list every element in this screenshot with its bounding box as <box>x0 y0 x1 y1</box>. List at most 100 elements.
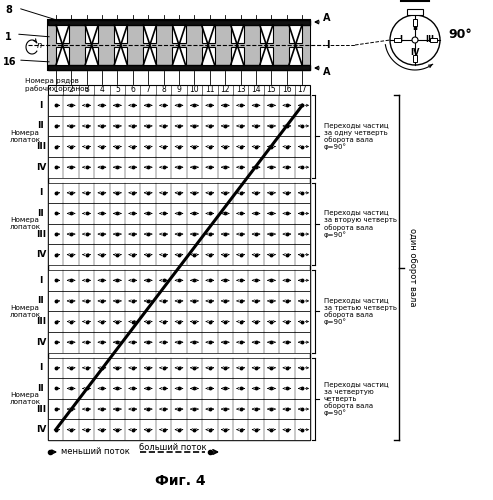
Text: 4: 4 <box>100 86 105 94</box>
Bar <box>114 47 127 65</box>
Text: II: II <box>37 122 44 130</box>
Text: Номера
лопаток: Номера лопаток <box>9 130 40 143</box>
Text: за вторую четверть: за вторую четверть <box>324 217 397 223</box>
Text: III: III <box>36 404 46 413</box>
Text: четверть: четверть <box>324 396 357 402</box>
Text: оборота вала: оборота вала <box>324 312 373 318</box>
Text: 90°: 90° <box>448 28 472 42</box>
Bar <box>393 38 400 42</box>
Text: Номера рядов
рабочих органов: Номера рядов рабочих органов <box>25 78 89 92</box>
Bar <box>85 47 98 65</box>
Text: φ=90°: φ=90° <box>324 410 347 416</box>
Text: 1: 1 <box>53 86 58 94</box>
Bar <box>48 182 310 203</box>
Text: за четвертую: за четвертую <box>324 389 374 395</box>
Text: III: III <box>36 317 46 326</box>
Text: больший поток: больший поток <box>139 442 206 452</box>
Bar <box>173 25 185 43</box>
Text: I: I <box>399 36 402 44</box>
Text: 12: 12 <box>220 86 230 94</box>
Text: 6: 6 <box>130 86 135 94</box>
Text: Переходы частиц: Переходы частиц <box>324 122 388 128</box>
Text: IV: IV <box>36 162 46 172</box>
Text: Номера
лопаток: Номера лопаток <box>9 217 40 230</box>
Text: 16: 16 <box>282 86 292 94</box>
Text: II: II <box>37 296 44 306</box>
Text: 11: 11 <box>205 86 214 94</box>
Text: I: I <box>39 101 43 110</box>
Text: III: III <box>36 230 46 238</box>
Bar <box>413 18 417 26</box>
Bar <box>48 399 310 419</box>
Text: 10: 10 <box>190 86 199 94</box>
Bar <box>48 290 310 311</box>
Bar <box>48 332 310 352</box>
Bar <box>48 224 310 244</box>
Bar <box>114 25 127 43</box>
Text: 5: 5 <box>115 86 120 94</box>
Text: φ=90°: φ=90° <box>324 318 347 325</box>
Bar <box>413 54 417 62</box>
Text: 13: 13 <box>236 86 246 94</box>
Text: A: A <box>323 13 330 23</box>
Text: оборота вала: оборота вала <box>324 136 373 143</box>
Text: меньший поток: меньший поток <box>61 448 130 456</box>
Bar <box>407 9 423 15</box>
Text: 8: 8 <box>5 5 12 15</box>
Bar <box>48 136 310 157</box>
Bar <box>48 311 310 332</box>
Text: оборота вала: оборота вала <box>324 402 373 409</box>
Text: 9: 9 <box>176 86 181 94</box>
Text: IV: IV <box>410 48 420 57</box>
Bar <box>48 116 310 136</box>
Text: Фиг. 4: Фиг. 4 <box>155 474 205 488</box>
Text: A: A <box>323 67 330 77</box>
Text: 16: 16 <box>3 57 16 67</box>
Bar <box>143 47 156 65</box>
Text: 3: 3 <box>84 86 89 94</box>
Text: I: I <box>39 188 43 198</box>
Bar <box>48 378 310 399</box>
Bar <box>260 25 273 43</box>
Text: за одну четверть: за одну четверть <box>324 130 388 136</box>
Text: 17: 17 <box>297 86 307 94</box>
Text: I: I <box>39 364 43 372</box>
Text: 2: 2 <box>69 86 73 94</box>
Text: оборота вала: оборота вала <box>324 224 373 230</box>
Text: III: III <box>36 142 46 151</box>
Text: 7: 7 <box>146 86 151 94</box>
Text: n: n <box>36 40 41 50</box>
Bar <box>48 358 310 378</box>
Text: II: II <box>37 209 44 218</box>
Text: 14: 14 <box>251 86 261 94</box>
Text: φ=90°: φ=90° <box>324 144 347 150</box>
Bar <box>289 25 302 43</box>
Text: II: II <box>412 23 418 32</box>
Text: 15: 15 <box>267 86 276 94</box>
Bar <box>429 38 436 42</box>
Text: Номера
лопаток: Номера лопаток <box>9 392 40 405</box>
Text: 1: 1 <box>5 32 12 42</box>
Text: Переходы частиц: Переходы частиц <box>324 382 388 388</box>
Bar <box>56 47 69 65</box>
Text: I: I <box>39 276 43 285</box>
Bar <box>48 95 310 440</box>
Bar <box>48 20 310 25</box>
Text: IV: IV <box>36 338 46 346</box>
Bar <box>48 270 310 290</box>
Text: 8: 8 <box>161 86 166 94</box>
Bar <box>48 244 310 265</box>
Bar <box>202 25 214 43</box>
Bar <box>56 25 69 43</box>
Bar <box>260 47 273 65</box>
Text: один оборот вала: один оборот вала <box>409 228 418 306</box>
Text: I: I <box>326 40 330 50</box>
Bar <box>85 25 98 43</box>
Text: IV: IV <box>36 250 46 259</box>
Text: за третью четверть: за третью четверть <box>324 304 397 310</box>
Circle shape <box>412 37 418 43</box>
Text: IV: IV <box>36 425 46 434</box>
Circle shape <box>390 15 440 65</box>
Text: Переходы частиц: Переходы частиц <box>324 210 388 216</box>
Bar <box>48 420 310 440</box>
